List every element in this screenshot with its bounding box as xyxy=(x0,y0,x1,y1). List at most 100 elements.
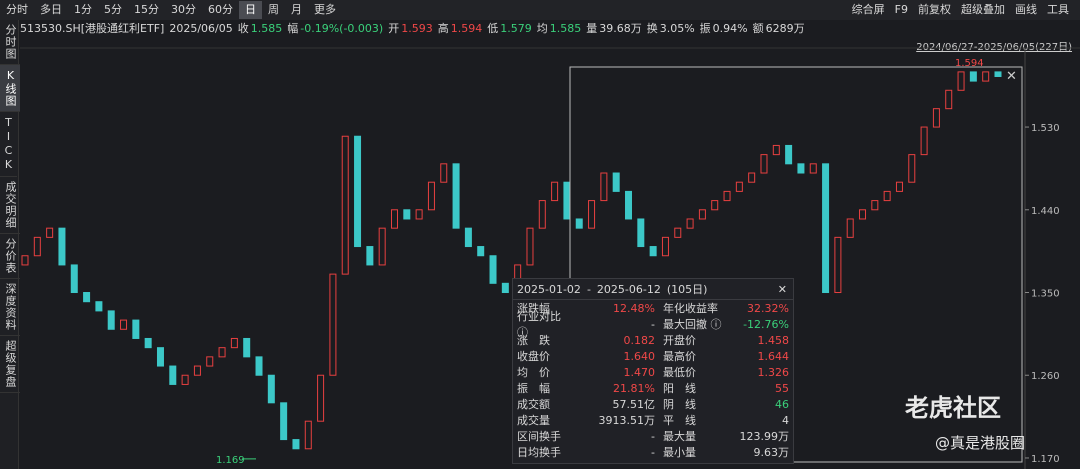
candle-body xyxy=(723,190,731,202)
stat-label: 成交量 xyxy=(517,414,550,427)
candle-body xyxy=(341,135,349,275)
candle-body xyxy=(390,209,398,229)
candle-body xyxy=(772,144,780,156)
close[interactable]: ✕ xyxy=(777,282,787,296)
stat-label: 年化收益率 xyxy=(663,302,718,315)
tab[interactable]: 周 xyxy=(268,3,279,16)
candle-body xyxy=(588,200,596,229)
side-tab[interactable]: 分时图 xyxy=(0,20,20,65)
stats-row: 行业对比 ⓘ - 最大回撤 ⓘ -12.76% xyxy=(513,310,793,339)
field-label: 高 xyxy=(437,22,449,35)
candle-body xyxy=(563,181,571,220)
field-label: 收 xyxy=(237,22,249,35)
field-label: 量 xyxy=(586,22,598,35)
side-tab[interactable]: 分价表 xyxy=(0,234,20,279)
stats-panel: 2025-01-02 - 2025-06-12 (105日) ✕ 涨跌幅 12.4… xyxy=(512,278,794,464)
candle-body xyxy=(686,218,694,229)
candle-body xyxy=(920,126,928,156)
tab[interactable]: 分时 xyxy=(6,3,28,16)
candle-body xyxy=(760,154,768,174)
stat-label: 最小量 xyxy=(663,446,696,459)
stat-value: 1.470 xyxy=(623,365,656,379)
side-tab[interactable]: 成交明细 xyxy=(0,177,20,234)
candle-body xyxy=(280,402,288,441)
tab[interactable]: 5分 xyxy=(104,3,122,16)
candle-body xyxy=(477,246,485,257)
stat-label: 日均换手 xyxy=(517,446,561,459)
tab[interactable]: 多日 xyxy=(40,3,62,16)
tab[interactable]: 日 xyxy=(239,1,262,19)
candle-body xyxy=(83,292,91,303)
tool[interactable]: 综合屏 xyxy=(851,3,885,16)
candle-body xyxy=(785,144,793,165)
toolbar: 分时 多日 1分 5分 15分 30分 60分日周月更多 综合屏 F9 前复权 超级叠加 画线 工具 xyxy=(0,0,1080,20)
end-date[interactable]: 2025-06-12 xyxy=(596,282,661,296)
stat-value: 1.326 xyxy=(757,365,790,379)
field-value: 0.94% xyxy=(712,21,748,35)
stat-label: 涨 跌 xyxy=(517,334,550,347)
side-tab[interactable]: TICK xyxy=(0,112,17,177)
side-tab[interactable]: K线图 xyxy=(0,65,20,112)
candle-body xyxy=(354,135,362,248)
field-label: 均 xyxy=(536,22,548,35)
stat-label: 振 幅 xyxy=(517,382,550,395)
tool[interactable]: 工具 xyxy=(1047,3,1069,16)
candle-body xyxy=(859,209,867,220)
field-value: 1.585 xyxy=(549,21,582,35)
side-tab[interactable]: 深度资料 xyxy=(0,279,20,336)
candle-body xyxy=(415,209,423,220)
candle-body xyxy=(440,163,448,183)
box-close: ✕ xyxy=(1006,69,1017,84)
candle-body xyxy=(107,310,115,330)
candle-body xyxy=(193,365,201,376)
sep: - xyxy=(586,282,591,296)
candle-body xyxy=(489,255,497,284)
candle-body xyxy=(957,71,965,91)
candle-body xyxy=(612,172,620,192)
candle-body xyxy=(895,181,903,192)
candle-body xyxy=(600,172,608,202)
stat-label: 最大量 xyxy=(663,430,696,443)
field-label: 低 xyxy=(487,22,499,35)
candle-body xyxy=(871,200,879,211)
stat-label: 开盘价 xyxy=(663,334,696,347)
tab[interactable]: 月 xyxy=(291,3,302,16)
field-value: 1.585 xyxy=(250,21,283,35)
candle-body xyxy=(33,236,41,257)
tool[interactable]: 前复权 xyxy=(918,3,951,16)
stat-label: 阴 线 xyxy=(663,398,696,411)
y-tick-label: 1.260 xyxy=(1031,371,1060,382)
y-tick-label: 1.350 xyxy=(1031,289,1060,300)
field-label: 额 xyxy=(752,22,764,35)
candle-body xyxy=(206,356,214,367)
candle-body xyxy=(58,227,66,266)
date: 2025/06/05 xyxy=(169,21,233,35)
candle-body xyxy=(551,181,559,202)
field-label: 换 xyxy=(646,22,658,35)
candle-body xyxy=(464,227,472,248)
candle-body xyxy=(169,365,177,385)
tab[interactable]: 更多 xyxy=(314,3,336,16)
y-tick-label: 1.530 xyxy=(1031,123,1060,134)
tool[interactable]: 超级叠加 xyxy=(961,3,1005,16)
tab[interactable]: 30分 xyxy=(171,3,196,16)
stats-row: 均 价 1.470 最低价 1.326 xyxy=(513,364,793,380)
stat-value: 3913.51万 xyxy=(598,414,656,427)
low-mark: 1.169 xyxy=(216,455,245,466)
tab[interactable]: 60分 xyxy=(208,3,233,16)
candle-body xyxy=(883,190,891,202)
tab[interactable]: 1分 xyxy=(74,3,92,16)
tab[interactable]: 15分 xyxy=(134,3,159,16)
tool[interactable]: 画线 xyxy=(1015,3,1037,16)
candle-body xyxy=(932,108,940,128)
stat-value: 57.51亿 xyxy=(612,398,656,411)
days: (105日) xyxy=(666,283,708,296)
candle-body xyxy=(218,347,226,358)
candle-body xyxy=(625,190,633,220)
side-tab[interactable]: 超级复盘 xyxy=(0,336,20,393)
start-date[interactable]: 2025-01-02 xyxy=(517,282,581,296)
tool[interactable]: F9 xyxy=(894,3,908,16)
candle-body xyxy=(70,264,78,294)
